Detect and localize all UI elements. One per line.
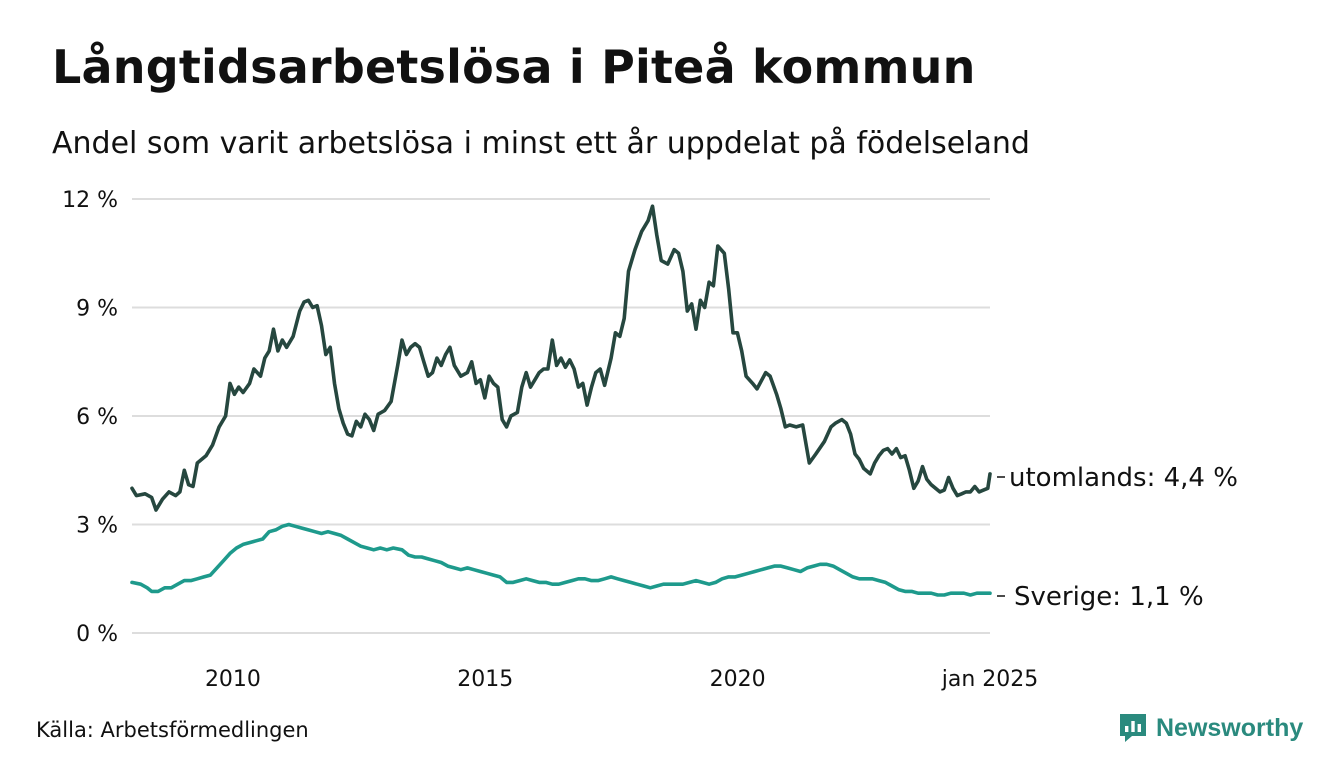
x-tick-label: 2020 [710,667,766,692]
end-label-sverige: Sverige: 1,1 % [1014,582,1204,612]
source-note: Källa: Arbetsförmedlingen [36,718,309,742]
x-tick-label: 2015 [457,667,513,692]
chart-title: Långtidsarbetslösa i Piteå kommun [52,40,976,94]
series-line-sverige [130,522,992,597]
series-line-utomlands [130,204,992,512]
brand-logo: Newsworthy [1118,712,1303,744]
line-chart: 0 % 3 % 6 % 9 % 12 % 2010 2015 2020 jan 2025 ut… [62,188,1238,692]
y-tick-label: 9 % [76,297,118,322]
brand-name: Newsworthy [1156,713,1304,742]
y-tick-label: 3 % [76,514,118,539]
newsworthy-logo-icon [1120,714,1146,742]
y-tick-label: 12 % [62,188,118,213]
x-axis-ticks: 2010 2015 2020 jan 2025 [205,667,1038,692]
grid-lines [132,198,990,634]
y-tick-label: 6 % [76,405,118,430]
end-label-utomlands: utomlands: 4,4 % [1009,463,1238,493]
chart-subtitle: Andel som varit arbetslösa i minst ett å… [52,126,1030,161]
end-labels: utomlands: 4,4 % Sverige: 1,1 % [997,463,1238,612]
series-group [130,204,992,597]
x-tick-label: jan 2025 [941,667,1039,692]
y-tick-label: 0 % [76,622,118,647]
y-axis-ticks: 0 % 3 % 6 % 9 % 12 % [62,188,118,647]
x-tick-label: 2010 [205,667,261,692]
